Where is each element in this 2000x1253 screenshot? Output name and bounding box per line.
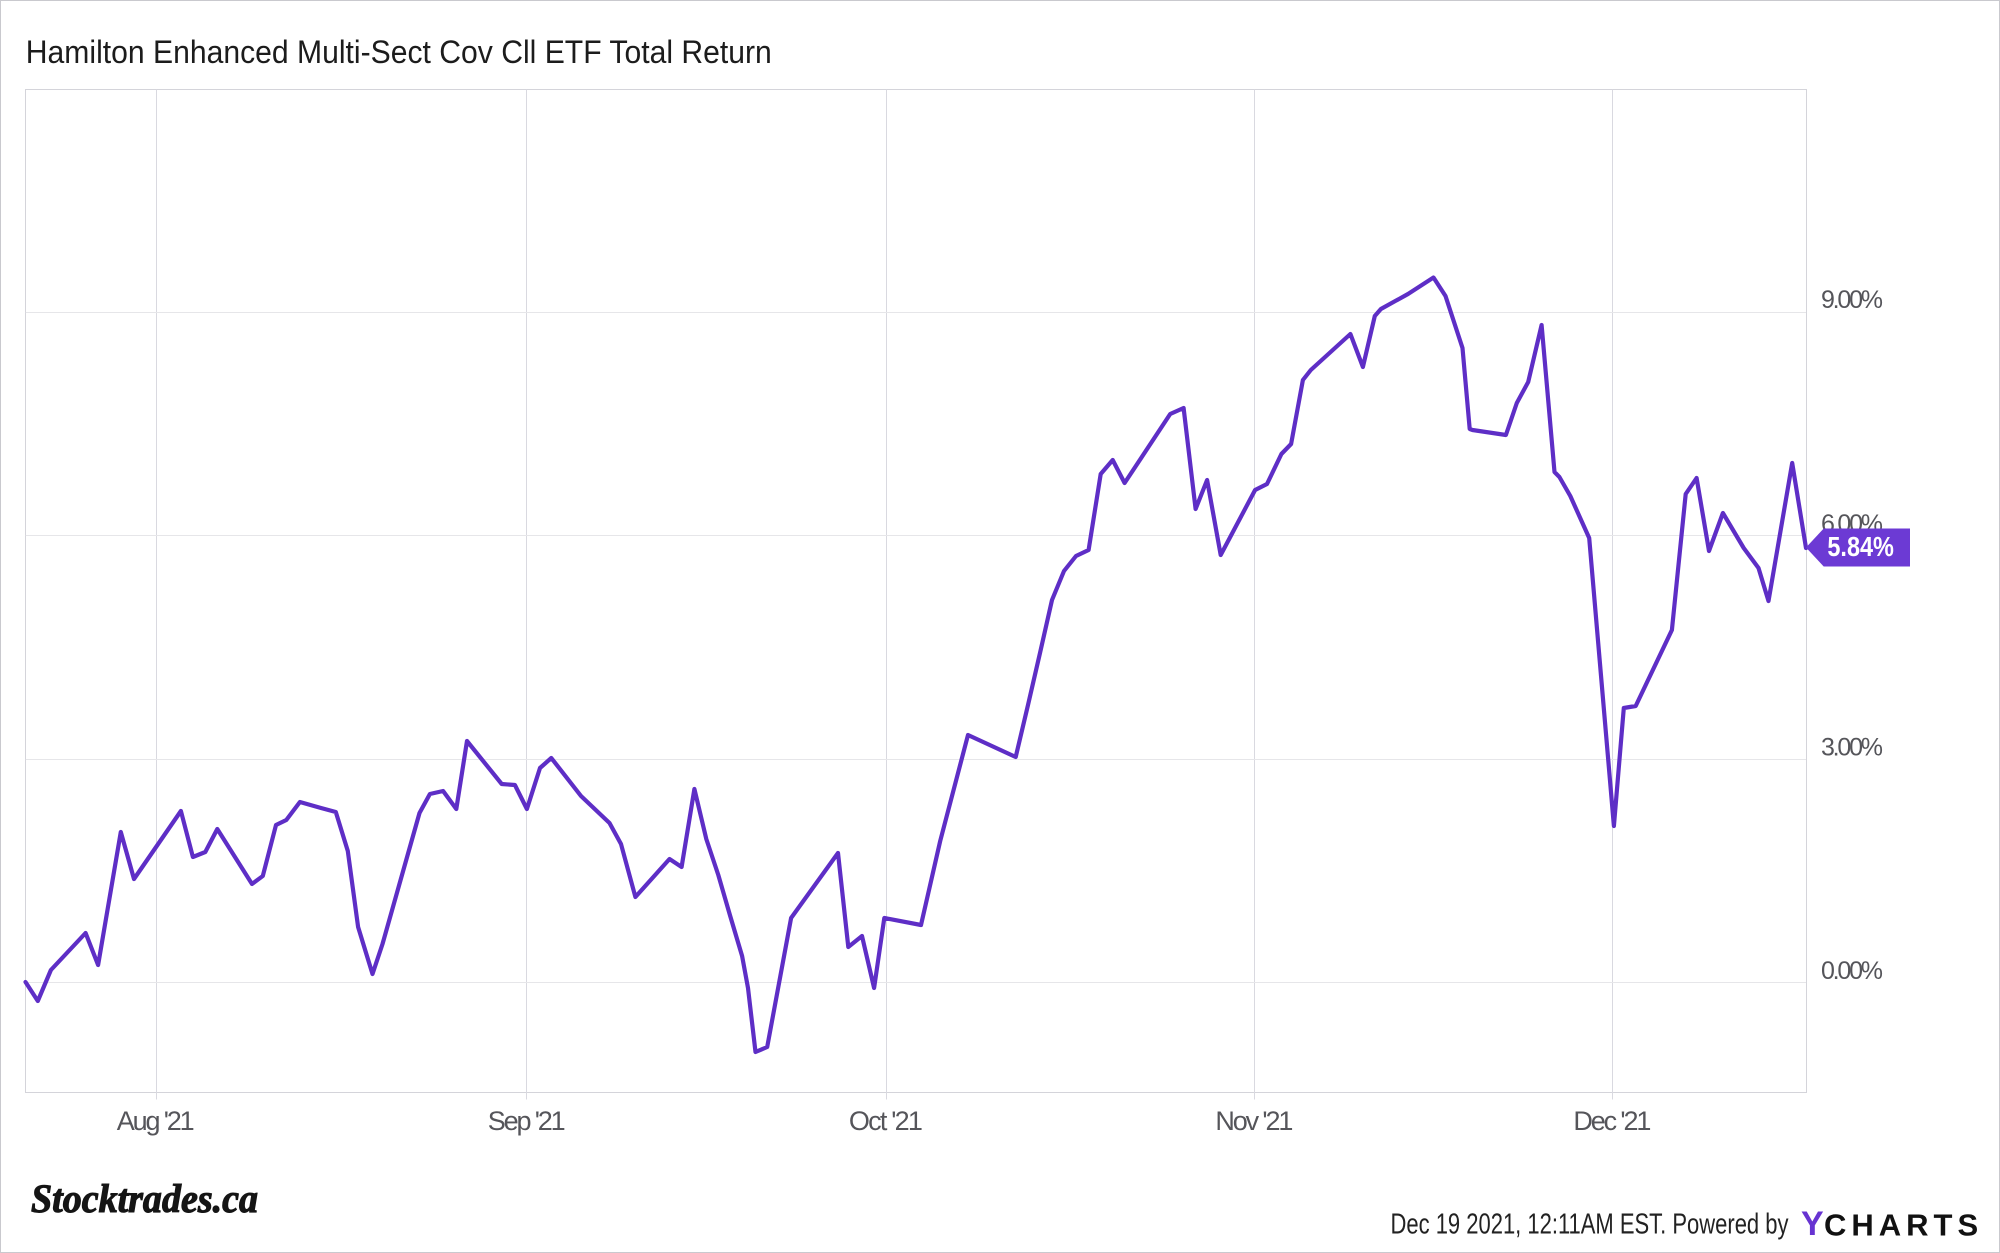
svg-text:Nov '21: Nov '21 (1215, 1106, 1293, 1136)
svg-text:Y: Y (1801, 1205, 1824, 1243)
svg-text:Sep '21: Sep '21 (488, 1106, 566, 1136)
svg-text:CHARTS: CHARTS (1824, 1208, 1983, 1243)
svg-text:Dec 19 2021, 12:11AM EST. Powe: Dec 19 2021, 12:11AM EST. Powered by (1391, 1209, 1789, 1241)
svg-text:Dec '21: Dec '21 (1573, 1106, 1651, 1136)
svg-text:Stocktrades.ca: Stocktrades.ca (31, 1176, 258, 1221)
svg-text:Hamilton Enhanced Multi-Sect C: Hamilton Enhanced Multi-Sect Cov Cll ETF… (26, 34, 772, 70)
svg-text:3.00%: 3.00% (1821, 733, 1883, 761)
svg-text:9.00%: 9.00% (1821, 286, 1883, 314)
svg-text:Aug '21: Aug '21 (117, 1106, 195, 1136)
svg-text:Oct '21: Oct '21 (849, 1106, 923, 1136)
svg-text:0.00%: 0.00% (1821, 957, 1883, 985)
svg-text:5.84%: 5.84% (1827, 531, 1894, 562)
